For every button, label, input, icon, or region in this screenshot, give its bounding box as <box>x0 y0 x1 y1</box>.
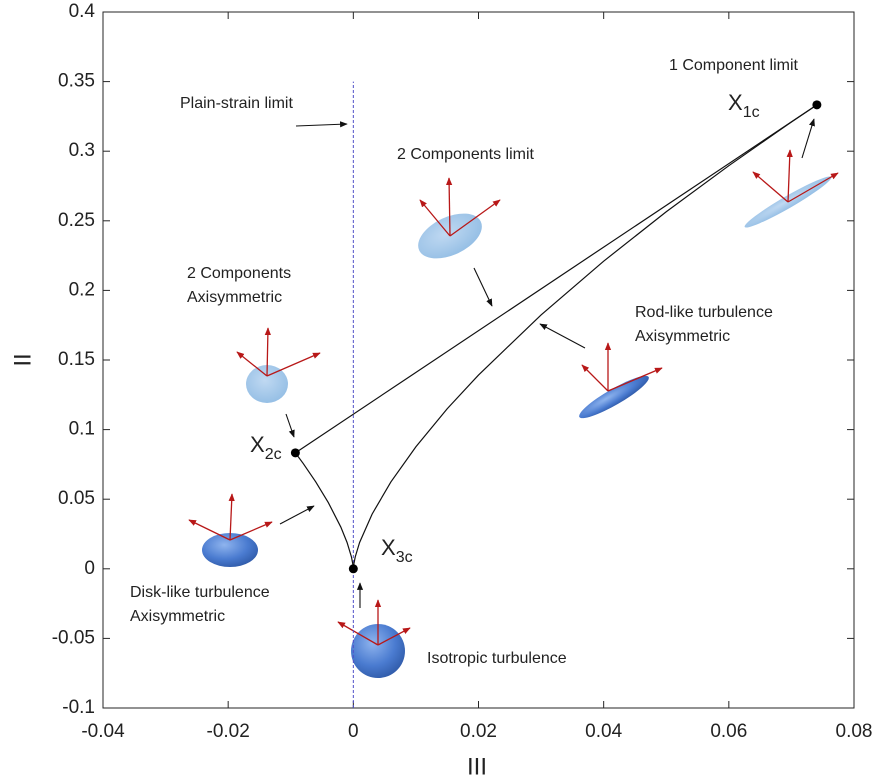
x-tick-label: -0.04 <box>81 721 125 742</box>
annotation: Disk-like turbulence <box>130 584 270 601</box>
glyphs <box>188 149 839 678</box>
y-tick-label: 0.05 <box>58 488 95 509</box>
y-tick-label: -0.1 <box>62 697 95 718</box>
y-tick-label: 0 <box>84 558 95 579</box>
x-tick-label: 0.02 <box>460 721 497 742</box>
limit-point <box>290 448 300 458</box>
glyph-2c-axi <box>246 365 288 403</box>
y-tick-label: 0.2 <box>69 279 95 300</box>
x-tick-label: 0.04 <box>585 721 622 742</box>
point-label-sub: 1c <box>743 104 760 121</box>
limit-curve <box>352 104 818 569</box>
point-label-sub: 3c <box>396 549 413 566</box>
y-tick-label: -0.05 <box>52 627 95 648</box>
annotation: 2 Components limit <box>397 146 535 163</box>
annotation: Rod-like turbulence <box>635 304 773 321</box>
annotation: 1 Component limit <box>669 57 799 74</box>
y-tick-label: 0.25 <box>58 210 95 231</box>
x-tick-label: 0.08 <box>836 721 873 742</box>
point-label-main: X <box>250 432 265 457</box>
limit-point <box>348 564 358 574</box>
limit-curve <box>294 452 354 569</box>
annotation-arrows <box>279 118 815 608</box>
point-label-sub: 2c <box>265 446 282 463</box>
limit-point <box>812 100 822 110</box>
y-axis-label: II <box>9 353 36 366</box>
x-tick-label: -0.02 <box>207 721 250 742</box>
y-tick-label: 0.1 <box>69 419 95 440</box>
point-label: X3c <box>381 535 413 566</box>
limit-curve <box>295 104 818 454</box>
point-label-main: X <box>381 535 396 560</box>
x-axis-label: III <box>467 753 487 780</box>
annotation: Plain-strain limit <box>180 95 293 112</box>
point-label: X1c <box>728 90 760 121</box>
annotation: 2 Components <box>187 265 291 282</box>
y-tick-label: 0.4 <box>69 1 96 22</box>
annotation: Isotropic turbulence <box>427 650 567 667</box>
y-tick-label: 0.35 <box>58 71 95 92</box>
annotation: Axisymmetric <box>130 608 225 625</box>
point-label-main: X <box>728 90 743 115</box>
plot-frame <box>102 11 855 709</box>
point-label: X2c <box>250 432 282 463</box>
glyph-rod <box>579 375 649 419</box>
glyph-disk <box>202 533 258 567</box>
x-tick-label: 0 <box>348 721 359 742</box>
x-tick-label: 0.06 <box>710 721 747 742</box>
y-tick-label: 0.3 <box>69 140 95 161</box>
annotation: Axisymmetric <box>187 289 282 306</box>
annotation: Axisymmetric <box>635 328 730 345</box>
y-tick-label: 0.15 <box>58 349 95 370</box>
